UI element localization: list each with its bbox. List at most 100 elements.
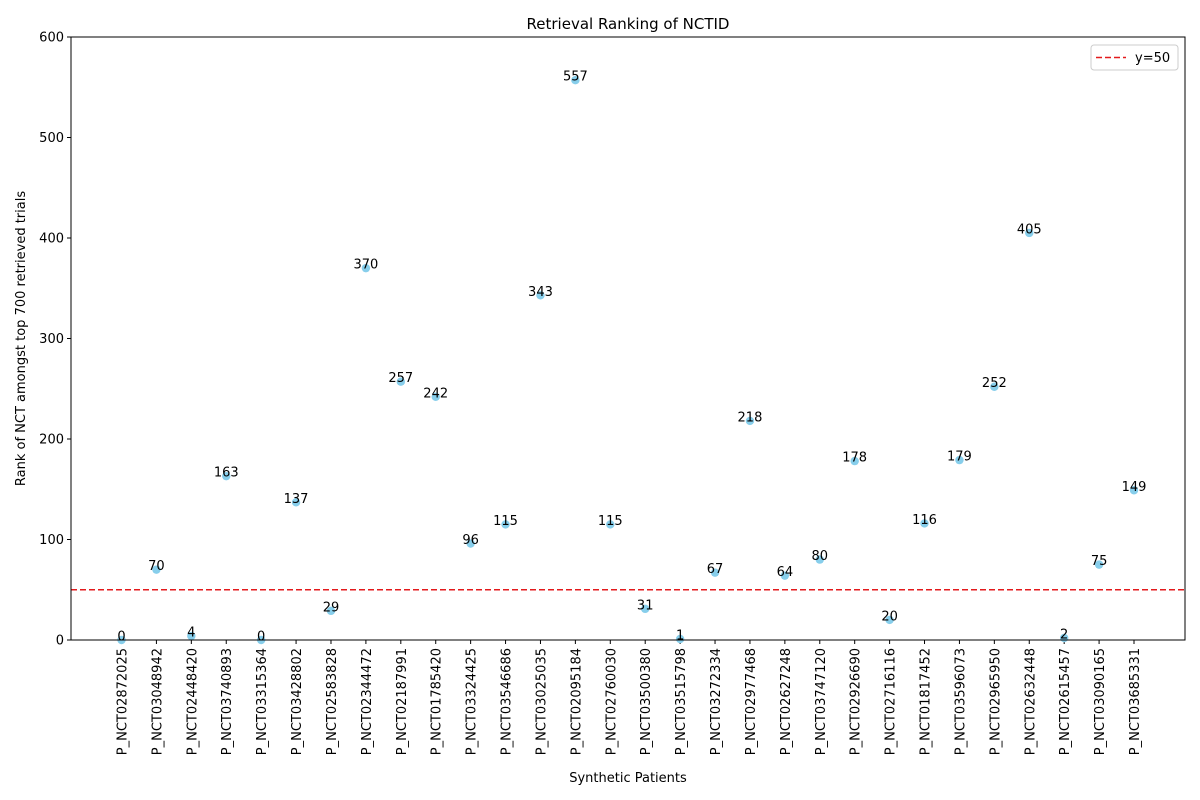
x-tick-label: P_NCT02760030 — [604, 648, 619, 755]
data-label: 242 — [423, 386, 448, 401]
x-tick-label: P_NCT02965950 — [988, 648, 1003, 755]
data-point — [815, 555, 824, 564]
data-label: 2 — [1060, 627, 1068, 642]
data-label: 0 — [117, 630, 125, 645]
y-tick-label: 200 — [39, 433, 64, 448]
data-point — [641, 604, 650, 614]
data-label: 80 — [812, 549, 829, 564]
data-label: 67 — [707, 562, 724, 577]
x-tick-label: P_NCT02615457 — [1058, 648, 1073, 755]
x-tick-label: P_NCT03090165 — [1093, 648, 1108, 755]
data-label: 0 — [257, 630, 265, 645]
data-label: 257 — [388, 371, 413, 386]
x-tick-label: P_NCT03747120 — [814, 648, 829, 755]
data-label: 115 — [598, 514, 623, 529]
data-point — [361, 263, 371, 273]
data-point — [675, 634, 685, 644]
data-point — [955, 455, 964, 465]
x-tick-label: P_NCT02632448 — [1023, 648, 1038, 755]
data-point — [990, 382, 999, 391]
y-tick-label: 100 — [39, 533, 64, 548]
y-tick-label: 500 — [39, 131, 64, 146]
x-tick-label: P_NCT01817452 — [919, 648, 934, 755]
data-point — [291, 498, 301, 507]
x-tick-label: P_NCT02187991 — [395, 648, 410, 755]
data-label: 1 — [676, 628, 684, 643]
x-tick-label: P_NCT03272334 — [709, 648, 724, 755]
data-point — [1025, 228, 1034, 238]
data-label: 64 — [777, 565, 794, 580]
y-tick-label: 600 — [39, 31, 64, 46]
data-label: 163 — [214, 466, 239, 481]
data-label: 370 — [353, 258, 378, 273]
data-point — [187, 631, 196, 641]
data-point — [1094, 560, 1104, 569]
data-point — [920, 519, 929, 528]
data-point — [466, 539, 475, 548]
data-label: 343 — [528, 285, 553, 300]
x-tick-label: P_NCT02872025 — [116, 648, 131, 755]
data-label: 178 — [842, 451, 867, 466]
x-tick-label: P_NCT03315364 — [255, 648, 270, 755]
y-tick-label: 0 — [56, 634, 64, 649]
data-point — [745, 416, 755, 426]
x-tick-label: P_NCT03500380 — [639, 648, 654, 755]
data-label: 149 — [1122, 480, 1147, 495]
data-point — [431, 392, 440, 401]
y-axis-ticks: 0 100 200 300 400 500 600 — [39, 31, 71, 649]
data-point — [501, 520, 510, 529]
data-point — [571, 76, 580, 85]
data-points — [117, 76, 1139, 645]
x-tick-label: P_NCT02448420 — [185, 648, 200, 755]
x-axis-ticks: P_NCT02872025 P_NCT03048942 P_NCT02448420 P… — [116, 640, 1143, 755]
legend-label: y=50 — [1135, 51, 1170, 66]
data-label: 70 — [148, 559, 165, 574]
data-label: 179 — [947, 450, 972, 465]
y-tick-label: 300 — [39, 332, 64, 347]
data-label: 218 — [738, 410, 763, 425]
x-tick-label: P_NCT03428802 — [290, 648, 305, 755]
x-tick-label: P_NCT02627248 — [779, 648, 794, 755]
data-label: 405 — [1017, 222, 1042, 237]
data-point — [1129, 486, 1139, 495]
data-label: 4 — [187, 625, 195, 640]
data-label: 137 — [284, 492, 309, 507]
data-labels: 0 70 4 163 0 137 29 370 257 242 96 115 343 557 115 31 1 6… — [117, 70, 1146, 645]
x-tick-label: P_NCT02926690 — [849, 648, 864, 755]
data-point — [222, 471, 231, 481]
x-tick-label: P_NCT02095184 — [569, 648, 584, 755]
data-point — [710, 568, 720, 577]
data-label: 20 — [881, 609, 898, 624]
x-tick-label: P_NCT03740893 — [220, 648, 235, 755]
data-point — [396, 377, 406, 386]
data-point — [326, 606, 336, 616]
data-label: 116 — [912, 513, 937, 528]
x-tick-label: P_NCT03546686 — [500, 648, 515, 755]
chart-title: Retrieval Ranking of NCTID — [527, 15, 730, 33]
x-tick-label: P_NCT01785420 — [430, 648, 445, 755]
data-label: 252 — [982, 376, 1007, 391]
x-tick-label: P_NCT02344472 — [360, 648, 375, 755]
y-tick-label: 400 — [39, 232, 64, 247]
legend: y=50 — [1090, 44, 1179, 71]
data-point — [536, 291, 545, 300]
data-label: 29 — [323, 600, 340, 615]
legend-box — [1090, 44, 1179, 71]
x-tick-label: P_NCT03515798 — [674, 648, 689, 755]
y-axis-label: Rank of NCT amongst top 700 retrieved tr… — [14, 191, 29, 486]
data-label: 115 — [493, 514, 518, 529]
x-tick-label: P_NCT03685331 — [1128, 648, 1143, 755]
data-point — [850, 456, 859, 466]
x-tick-label: P_NCT03048942 — [150, 648, 165, 755]
data-point — [885, 615, 894, 625]
plot-frame — [70, 36, 1186, 641]
x-tick-label: P_NCT03324425 — [465, 648, 480, 755]
data-point — [780, 571, 790, 580]
data-label: 557 — [563, 70, 588, 85]
x-tick-label: P_NCT03596073 — [953, 648, 968, 755]
data-label: 31 — [637, 598, 654, 613]
x-tick-label: P_NCT02716116 — [884, 648, 899, 755]
x-tick-label: P_NCT03025035 — [534, 648, 549, 755]
data-point — [152, 565, 161, 574]
